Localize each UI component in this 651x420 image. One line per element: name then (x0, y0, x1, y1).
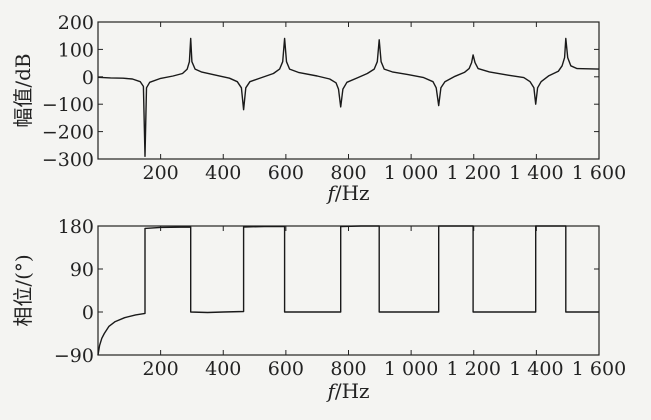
y-axis-label: 相位/(°) (11, 254, 35, 326)
x-tick-label: 800 (330, 358, 366, 380)
x-tick-label: 400 (205, 358, 241, 380)
series-line (97, 37, 600, 157)
x-axis-label: f/Hz (325, 181, 369, 205)
y-tick-label: 90 (70, 259, 94, 281)
plot-frame (97, 21, 600, 160)
x-tick-label: 1 600 (572, 358, 626, 380)
x-tick-label: 1 600 (572, 162, 626, 184)
x-tick-label: 1 200 (447, 358, 501, 380)
series-line (97, 225, 599, 356)
x-tick-label: 1 000 (384, 162, 438, 184)
y-tick-label: 180 (58, 216, 94, 238)
y-tick-label: −100 (42, 94, 94, 116)
magnitude-chart: 200 400 600 800 1 000 1 200 1 400 1 6002001000−… (11, 12, 626, 205)
x-tick-label: 600 (268, 162, 304, 184)
x-tick-label: 200 (142, 358, 178, 380)
y-tick-label: −90 (54, 345, 94, 367)
x-tick-label: 1 400 (509, 358, 563, 380)
x-tick-label: 200 (142, 162, 178, 184)
x-axis-label-unit: /Hz (335, 181, 370, 205)
x-tick-label: 600 (268, 358, 304, 380)
y-tick-label: 0 (82, 302, 94, 324)
x-tick-label: 400 (205, 162, 241, 184)
y-tick-label: −300 (42, 149, 94, 171)
y-tick-label: 100 (58, 39, 94, 61)
y-tick-label: −200 (42, 122, 94, 144)
x-tick-label: 800 (330, 162, 366, 184)
x-axis-label: f/Hz (325, 379, 369, 403)
x-axis-label-unit: /Hz (335, 379, 370, 403)
phase-chart: 200 400 600 800 1 000 1 200 1 400 1 600 180 90 0 −9… (11, 216, 626, 403)
x-tick-label: 1 400 (509, 162, 563, 184)
y-tick-label: 200 (58, 12, 94, 34)
plot-frame (97, 225, 600, 356)
x-tick-label: 1 200 (447, 162, 501, 184)
y-axis-label: 幅值/dB (11, 53, 35, 127)
y-tick-label: 0 (82, 67, 94, 89)
x-tick-label: 1 000 (384, 358, 438, 380)
